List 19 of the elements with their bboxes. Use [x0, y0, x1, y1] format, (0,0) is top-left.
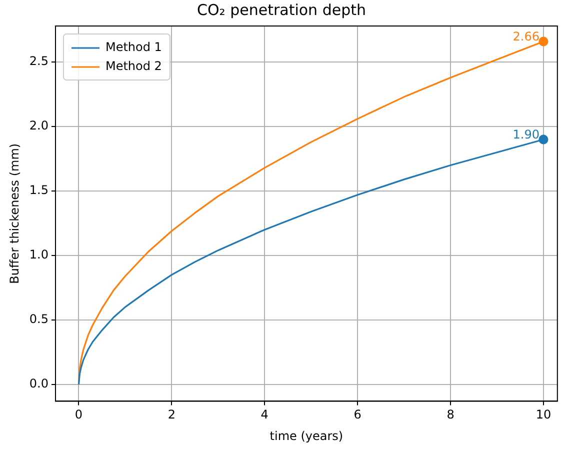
y-tick-label: 2.0 [29, 118, 48, 133]
x-tick-label: 6 [354, 408, 362, 422]
y-tick-label: 0.5 [29, 312, 48, 326]
y-tick-label: 1.5 [29, 183, 48, 198]
x-tick-label: 10 [536, 408, 552, 422]
chart-title: CO₂ penetration depth [197, 0, 366, 19]
data-label: 1.90 [512, 128, 540, 142]
x-tick-label: 4 [260, 408, 268, 422]
x-tick-label: 8 [446, 408, 454, 422]
x-axis-title: time (years) [270, 428, 344, 443]
legend-label: Method 2 [105, 59, 162, 74]
y-tick-label: 1.0 [29, 248, 48, 262]
y-tick-label: 0.0 [29, 376, 48, 391]
x-tick-label: 0 [74, 408, 83, 422]
data-label: 2.66 [512, 30, 540, 44]
legend-label: Method 1 [105, 40, 162, 54]
y-axis-title: Buffer thickeness (mm) [7, 143, 22, 284]
y-tick-label: 2.5 [29, 54, 48, 68]
x-tick-label: 2 [168, 408, 176, 422]
